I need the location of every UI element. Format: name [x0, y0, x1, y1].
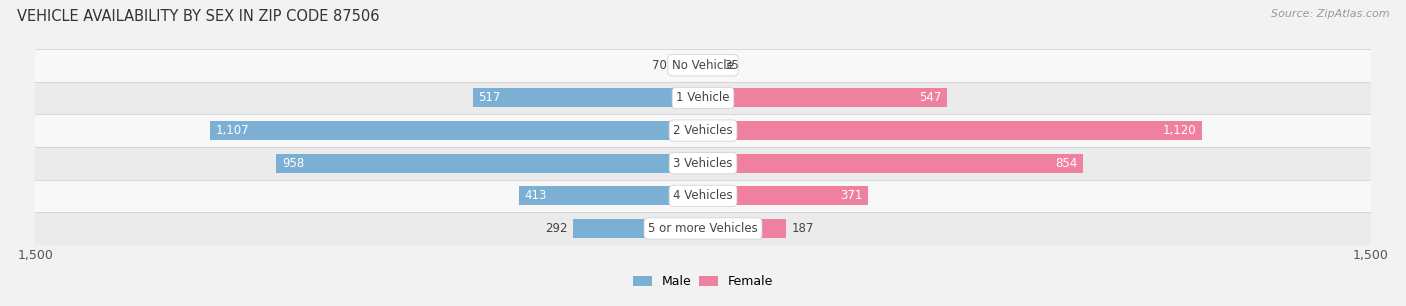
Text: 4 Vehicles: 4 Vehicles — [673, 189, 733, 202]
Text: Source: ZipAtlas.com: Source: ZipAtlas.com — [1271, 9, 1389, 19]
Bar — [35, 147, 1371, 180]
Text: 70: 70 — [651, 59, 666, 72]
Bar — [519, 186, 703, 205]
Bar — [703, 121, 1202, 140]
Text: 1 Vehicle: 1 Vehicle — [676, 91, 730, 104]
Text: 292: 292 — [546, 222, 568, 235]
Bar — [574, 219, 703, 238]
Text: 187: 187 — [792, 222, 814, 235]
Text: 3 Vehicles: 3 Vehicles — [673, 157, 733, 170]
Text: 1,107: 1,107 — [215, 124, 249, 137]
Bar — [703, 154, 1083, 173]
Bar — [35, 49, 1371, 82]
Text: 2 Vehicles: 2 Vehicles — [673, 124, 733, 137]
Bar — [703, 88, 946, 107]
Bar — [703, 219, 786, 238]
Text: 35: 35 — [724, 59, 738, 72]
Bar — [703, 56, 718, 75]
Bar — [703, 186, 868, 205]
Text: 413: 413 — [524, 189, 547, 202]
Text: 958: 958 — [281, 157, 304, 170]
Text: 547: 547 — [920, 91, 941, 104]
Text: 854: 854 — [1056, 157, 1078, 170]
Bar — [35, 82, 1371, 114]
Bar — [672, 56, 703, 75]
Text: 1,120: 1,120 — [1163, 124, 1197, 137]
Bar — [277, 154, 703, 173]
Bar — [472, 88, 703, 107]
Text: 371: 371 — [841, 189, 863, 202]
Text: No Vehicle: No Vehicle — [672, 59, 734, 72]
Bar — [35, 114, 1371, 147]
Legend: Male, Female: Male, Female — [628, 271, 778, 293]
Text: 5 or more Vehicles: 5 or more Vehicles — [648, 222, 758, 235]
Text: VEHICLE AVAILABILITY BY SEX IN ZIP CODE 87506: VEHICLE AVAILABILITY BY SEX IN ZIP CODE … — [17, 9, 380, 24]
Bar — [35, 180, 1371, 212]
Bar — [209, 121, 703, 140]
Bar — [35, 212, 1371, 245]
Text: 517: 517 — [478, 91, 501, 104]
